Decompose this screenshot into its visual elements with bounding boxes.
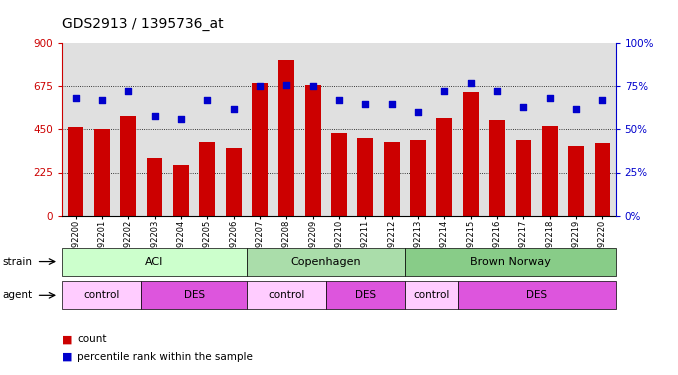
Bar [410,140,426,216]
Point [228,106,239,112]
Point [413,109,424,115]
Bar [173,165,189,216]
Text: control: control [83,290,120,300]
Text: DES: DES [184,290,205,300]
Point [70,95,81,101]
Point [307,83,318,89]
Point [492,88,502,94]
Text: agent: agent [2,290,32,300]
Point [544,95,555,101]
Bar [199,142,215,216]
Text: GDS2913 / 1395736_at: GDS2913 / 1395736_at [62,17,224,31]
Text: strain: strain [2,256,32,267]
Text: control: control [268,290,304,300]
Bar [120,116,136,216]
Bar [568,146,584,216]
Point [281,81,292,87]
Bar [146,158,163,216]
Bar [357,138,374,216]
Point [360,100,371,106]
Bar [226,148,241,216]
Bar [595,143,610,216]
Bar [437,118,452,216]
Bar [542,126,558,216]
Point [96,97,107,103]
Text: percentile rank within the sample: percentile rank within the sample [77,352,253,362]
Point [518,104,529,110]
Bar [279,60,294,216]
Bar [384,142,399,216]
Point [597,97,608,103]
Point [149,112,160,118]
Point [202,97,213,103]
Bar [304,85,321,216]
Bar [252,83,268,216]
Text: DES: DES [526,290,547,300]
Bar [68,128,83,216]
Bar [489,120,505,216]
Text: Copenhagen: Copenhagen [290,256,361,267]
Point [386,100,397,106]
Bar [94,129,110,216]
Bar [331,133,347,216]
Text: DES: DES [355,290,376,300]
Bar [515,140,532,216]
Bar [463,92,479,216]
Point [123,88,134,94]
Point [176,116,186,122]
Text: Brown Norway: Brown Norway [470,256,551,267]
Text: ■: ■ [62,352,73,362]
Point [439,88,450,94]
Text: control: control [413,290,450,300]
Point [254,83,265,89]
Point [334,97,344,103]
Point [465,80,476,86]
Text: ACI: ACI [145,256,164,267]
Text: ■: ■ [62,334,73,344]
Point [571,106,582,112]
Text: count: count [77,334,107,344]
